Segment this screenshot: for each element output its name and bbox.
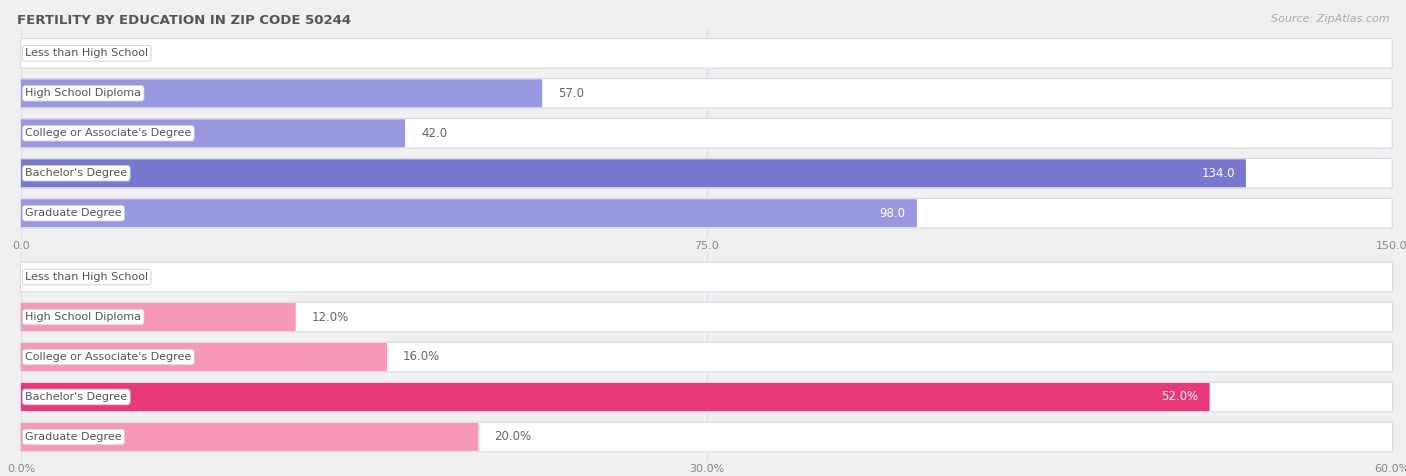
Text: Graduate Degree: Graduate Degree [25, 432, 122, 442]
FancyBboxPatch shape [21, 119, 405, 147]
Text: Bachelor's Degree: Bachelor's Degree [25, 168, 128, 178]
Text: 134.0: 134.0 [1201, 167, 1234, 180]
Text: 98.0: 98.0 [880, 207, 905, 220]
Text: College or Associate's Degree: College or Associate's Degree [25, 128, 191, 139]
FancyBboxPatch shape [21, 198, 1392, 228]
FancyBboxPatch shape [21, 343, 387, 371]
Text: 16.0%: 16.0% [404, 350, 440, 364]
Text: 0.0%: 0.0% [38, 270, 67, 284]
FancyBboxPatch shape [21, 303, 295, 331]
Text: Graduate Degree: Graduate Degree [25, 208, 122, 218]
Text: 57.0: 57.0 [558, 87, 585, 100]
FancyBboxPatch shape [21, 342, 1392, 372]
Text: College or Associate's Degree: College or Associate's Degree [25, 352, 191, 362]
Text: 20.0%: 20.0% [495, 430, 531, 444]
Text: 0.0: 0.0 [38, 47, 56, 60]
FancyBboxPatch shape [21, 119, 1392, 148]
FancyBboxPatch shape [21, 199, 917, 227]
FancyBboxPatch shape [21, 79, 1392, 108]
Text: Source: ZipAtlas.com: Source: ZipAtlas.com [1271, 14, 1389, 24]
Text: 52.0%: 52.0% [1161, 390, 1198, 404]
FancyBboxPatch shape [21, 383, 1209, 411]
Text: 12.0%: 12.0% [312, 310, 349, 324]
FancyBboxPatch shape [21, 422, 1392, 452]
Text: FERTILITY BY EDUCATION IN ZIP CODE 50244: FERTILITY BY EDUCATION IN ZIP CODE 50244 [17, 14, 352, 27]
FancyBboxPatch shape [21, 382, 1392, 412]
Text: Bachelor's Degree: Bachelor's Degree [25, 392, 128, 402]
Text: High School Diploma: High School Diploma [25, 89, 141, 99]
Text: Less than High School: Less than High School [25, 272, 148, 282]
FancyBboxPatch shape [21, 423, 478, 451]
FancyBboxPatch shape [21, 159, 1246, 187]
FancyBboxPatch shape [21, 302, 1392, 332]
Text: High School Diploma: High School Diploma [25, 312, 141, 322]
FancyBboxPatch shape [21, 159, 1392, 188]
Text: Less than High School: Less than High School [25, 49, 148, 59]
Text: 42.0: 42.0 [422, 127, 447, 140]
FancyBboxPatch shape [21, 262, 1392, 292]
FancyBboxPatch shape [21, 79, 543, 107]
FancyBboxPatch shape [21, 39, 1392, 68]
